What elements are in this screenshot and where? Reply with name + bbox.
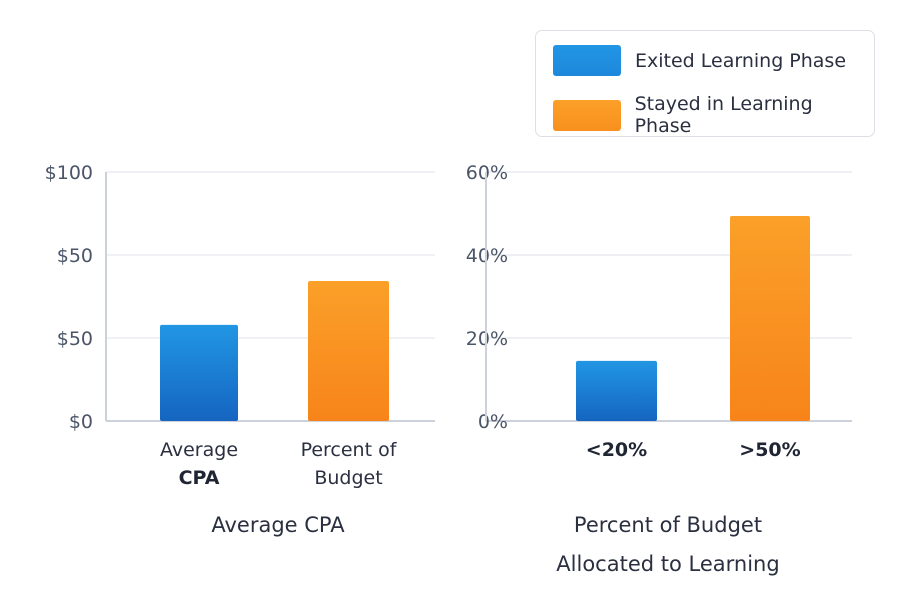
bar-exited xyxy=(160,324,238,421)
y-tick-label: $50 xyxy=(57,328,93,350)
y-tick-label: $50 xyxy=(57,245,93,267)
legend: Exited Learning Phase Stayed in Learning… xyxy=(535,30,875,137)
legend-label: Exited Learning Phase xyxy=(635,49,847,72)
x-category-label: Average xyxy=(160,439,238,461)
x-category-label: <20% xyxy=(586,439,647,461)
x-category-label: Budget xyxy=(314,467,382,489)
bar-exited xyxy=(576,360,657,421)
bar-stayed xyxy=(730,215,810,421)
x-category-label: CPA xyxy=(179,467,220,489)
bar-stayed xyxy=(308,281,389,421)
legend-item-stayed: Stayed in Learning Phase xyxy=(553,93,874,137)
legend-label: Stayed in Learning Phase xyxy=(634,93,813,137)
x-category-label: >50% xyxy=(739,439,800,461)
y-tick-label: $0 xyxy=(69,411,93,433)
y-tick-label: 0% xyxy=(478,411,508,433)
x-category-label: Percent of xyxy=(301,439,398,461)
chart-title: Allocated to Learning xyxy=(556,552,779,576)
y-tick-label: $100 xyxy=(45,162,93,184)
legend-swatch-stayed xyxy=(553,99,621,131)
chart-title: Percent of Budget xyxy=(574,513,762,537)
chart-title: Average CPA xyxy=(211,513,345,537)
legend-item-exited: Exited Learning Phase xyxy=(553,45,846,76)
legend-swatch-exited xyxy=(553,45,621,76)
